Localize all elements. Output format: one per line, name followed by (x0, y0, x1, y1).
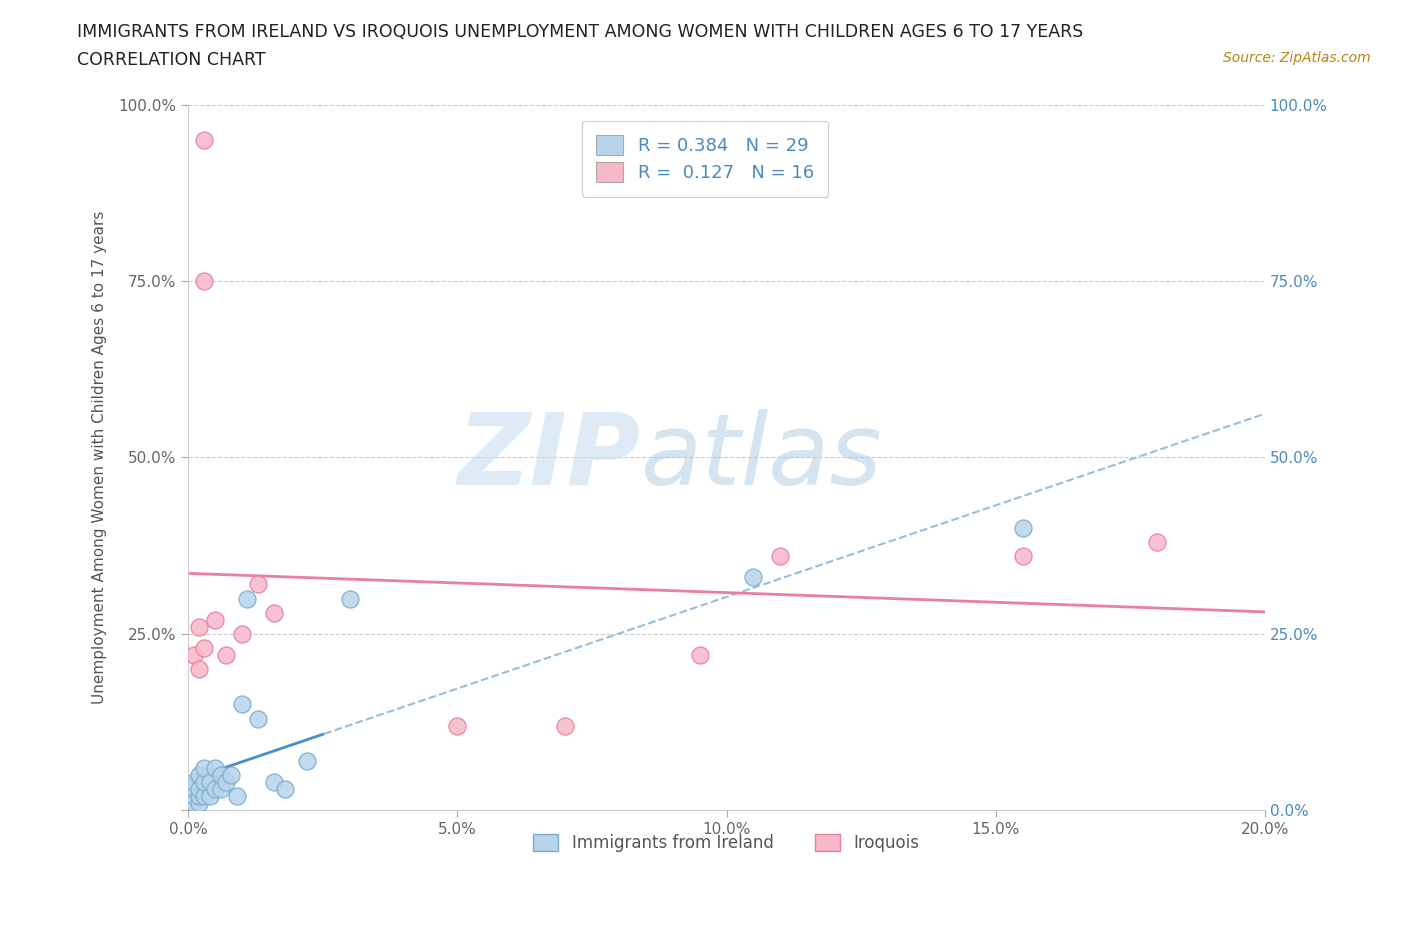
Point (198, 775, 221, 790)
Point (188, 662, 211, 677)
Point (554, 718, 576, 733)
Text: Source: ZipAtlas.com: Source: ZipAtlas.com (1223, 51, 1371, 65)
Point (188, 781, 211, 796)
Point (231, 627, 253, 642)
Point (247, 711, 270, 726)
Point (193, 133, 215, 148)
Point (742, 570, 765, 585)
Point (221, 767, 243, 782)
Point (204, 781, 226, 796)
Point (193, 775, 215, 790)
Point (215, 647, 238, 662)
Point (193, 761, 215, 776)
Point (339, 591, 361, 606)
Point (193, 273, 215, 288)
Point (193, 789, 215, 804)
Point (225, 789, 247, 804)
Point (183, 789, 205, 804)
Point (188, 796, 211, 811)
Text: CORRELATION CHART: CORRELATION CHART (77, 51, 266, 69)
Text: ZIP: ZIP (457, 409, 640, 506)
Point (236, 591, 259, 606)
Point (215, 775, 238, 790)
Text: IMMIGRANTS FROM IRELAND VS IROQUOIS UNEMPLOYMENT AMONG WOMEN WITH CHILDREN AGES : IMMIGRANTS FROM IRELAND VS IROQUOIS UNEM… (77, 23, 1084, 41)
Point (231, 697, 253, 711)
Point (295, 753, 318, 768)
Point (247, 577, 270, 591)
Point (204, 612, 226, 627)
Y-axis label: Unemployment Among Women with Children Ages 6 to 17 years: Unemployment Among Women with Children A… (93, 211, 107, 704)
Point (209, 767, 232, 782)
Point (1011, 549, 1033, 564)
Point (193, 641, 215, 656)
Text: atlas: atlas (640, 409, 882, 506)
Point (204, 761, 226, 776)
Point (1011, 521, 1033, 536)
Point (198, 789, 221, 804)
Point (188, 767, 211, 782)
Point (183, 647, 205, 662)
Point (1146, 535, 1168, 550)
Point (188, 789, 211, 804)
Point (274, 781, 297, 796)
Point (188, 619, 211, 634)
Legend: Immigrants from Ireland, Iroquois: Immigrants from Ireland, Iroquois (527, 827, 927, 858)
Point (183, 796, 205, 811)
Point (183, 781, 205, 796)
Point (263, 775, 285, 790)
Point (689, 647, 711, 662)
Point (183, 775, 205, 790)
Point (263, 605, 285, 620)
Point (446, 718, 468, 733)
Point (769, 549, 792, 564)
Point (209, 781, 232, 796)
